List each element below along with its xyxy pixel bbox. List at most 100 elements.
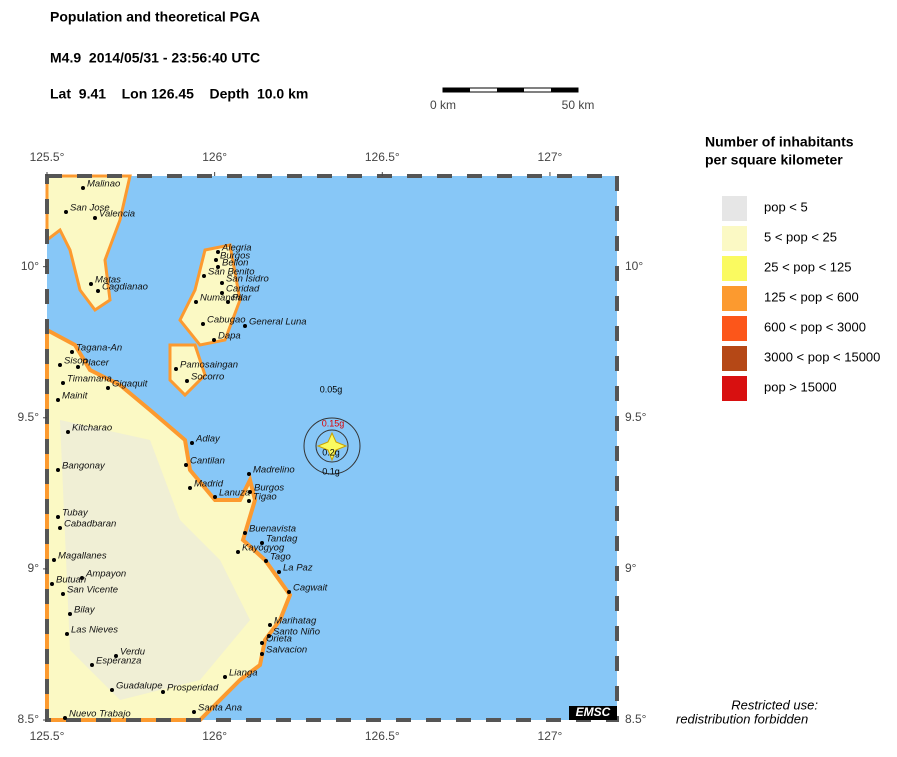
lat-tick-label: 9.5° xyxy=(18,410,40,424)
lon-tick-label: 125.5° xyxy=(30,729,65,743)
town-dot xyxy=(110,688,114,692)
legend-label: 25 < pop < 125 xyxy=(764,259,851,274)
location: Lat 9.41 Lon 126.45 Depth 10.0 km xyxy=(50,86,308,102)
lat-tick-label: 10° xyxy=(21,259,39,273)
town-dot xyxy=(260,652,264,656)
town-label: Tagana-An xyxy=(76,343,122,354)
town-dot xyxy=(68,612,72,616)
lat-tick-label: 9.5° xyxy=(625,410,647,424)
town-dot xyxy=(192,710,196,714)
town-label: Santo Niño xyxy=(273,627,320,638)
town-dot xyxy=(80,576,84,580)
town-label: Esperanza xyxy=(96,656,141,667)
town-label: Socorro xyxy=(191,372,224,383)
legend-label: 600 < pop < 3000 xyxy=(764,319,866,334)
town-dot xyxy=(248,490,252,494)
town-label: Kayogyog xyxy=(242,543,285,554)
town-label: Burgos xyxy=(220,251,250,262)
town-dot xyxy=(64,210,68,214)
town-dot xyxy=(267,634,271,638)
town-dot xyxy=(58,526,62,530)
town-label: Santa Ana xyxy=(198,703,242,714)
legend-swatch xyxy=(722,346,747,371)
town-dot xyxy=(264,559,268,563)
town-label: Matas xyxy=(95,275,121,286)
lon-tick-label: 126° xyxy=(202,729,227,743)
pga-label: 0.1g xyxy=(322,466,340,476)
town-label: Guadalupe xyxy=(116,681,162,692)
town-dot xyxy=(190,441,194,445)
town-label: Nuevo Trabajo xyxy=(69,709,131,720)
town-dot xyxy=(56,515,60,519)
legend-label: pop < 5 xyxy=(764,199,808,214)
town-label: San Jose xyxy=(70,203,110,214)
town-label: Bilay xyxy=(74,605,96,616)
town-dot xyxy=(56,398,60,402)
lon-tick-label: 126° xyxy=(202,150,227,164)
town-label: Dapa xyxy=(218,331,241,342)
town-label: Marihatag xyxy=(274,616,317,627)
pga-label: 0.2g xyxy=(322,447,340,457)
town-dot xyxy=(90,663,94,667)
town-label: Tigao xyxy=(253,492,277,503)
lon-tick-label: 126.5° xyxy=(365,729,400,743)
town-label: Butuan xyxy=(56,575,86,586)
town-label: Mainit xyxy=(62,391,88,402)
town-dot xyxy=(66,430,70,434)
town-label: Tubay xyxy=(62,508,89,519)
legend-swatch xyxy=(722,286,747,311)
lon-tick-label: 127° xyxy=(538,729,563,743)
town-label: San Vicente xyxy=(67,585,118,596)
town-dot xyxy=(247,499,251,503)
town-dot xyxy=(243,324,247,328)
town-dot xyxy=(61,592,65,596)
town-dot xyxy=(216,250,220,254)
town-dot xyxy=(220,281,224,285)
town-label: Sison xyxy=(64,356,88,367)
legend-swatch xyxy=(722,316,747,341)
town-label: Cagwait xyxy=(293,583,328,594)
town-dot xyxy=(61,381,65,385)
town-label: Magallanes xyxy=(58,551,107,562)
town-dot xyxy=(184,463,188,467)
town-dot xyxy=(70,350,74,354)
agency: EMSC xyxy=(576,705,611,719)
legend-swatch xyxy=(722,226,747,251)
lat-tick-label: 9° xyxy=(625,561,637,575)
town-label: San Benito xyxy=(208,267,254,278)
town-dot xyxy=(214,258,218,262)
town-label: Tandag xyxy=(266,534,298,545)
town-dot xyxy=(106,386,110,390)
event: M4.9 2014/05/31 - 23:56:40 UTC xyxy=(50,50,260,66)
legend-swatch xyxy=(722,376,747,401)
town-dot xyxy=(93,216,97,220)
town-label: Timamana xyxy=(67,374,112,385)
town-label: Buenavista xyxy=(249,524,296,535)
town-label: Tago xyxy=(270,552,291,563)
scale-bar xyxy=(442,87,579,93)
town-dot xyxy=(56,468,60,472)
town-dot xyxy=(287,590,291,594)
town-dot xyxy=(202,274,206,278)
map xyxy=(45,174,619,722)
town-dot xyxy=(52,558,56,562)
town-label: Gigaquit xyxy=(112,379,148,390)
town-dot xyxy=(174,367,178,371)
town-label: Las Nieves xyxy=(71,625,118,636)
town-label: San Isidro xyxy=(226,274,269,285)
town-label: Cagdianao xyxy=(102,282,148,293)
town-dot xyxy=(220,291,224,295)
legend-title: per square kilometer xyxy=(705,152,843,168)
town-dot xyxy=(114,654,118,658)
town-label: Caridad xyxy=(226,284,260,295)
town-dot xyxy=(50,582,54,586)
lat-tick-label: 10° xyxy=(625,259,643,273)
town-label: Kitcharao xyxy=(72,423,112,434)
town-label: Pamosaingan xyxy=(180,360,238,371)
town-label: Malinao xyxy=(87,179,120,190)
town-dot xyxy=(185,379,189,383)
lat-tick-label: 9° xyxy=(28,561,40,575)
lat-tick-label: 8.5° xyxy=(625,712,647,726)
town-dot xyxy=(58,363,62,367)
